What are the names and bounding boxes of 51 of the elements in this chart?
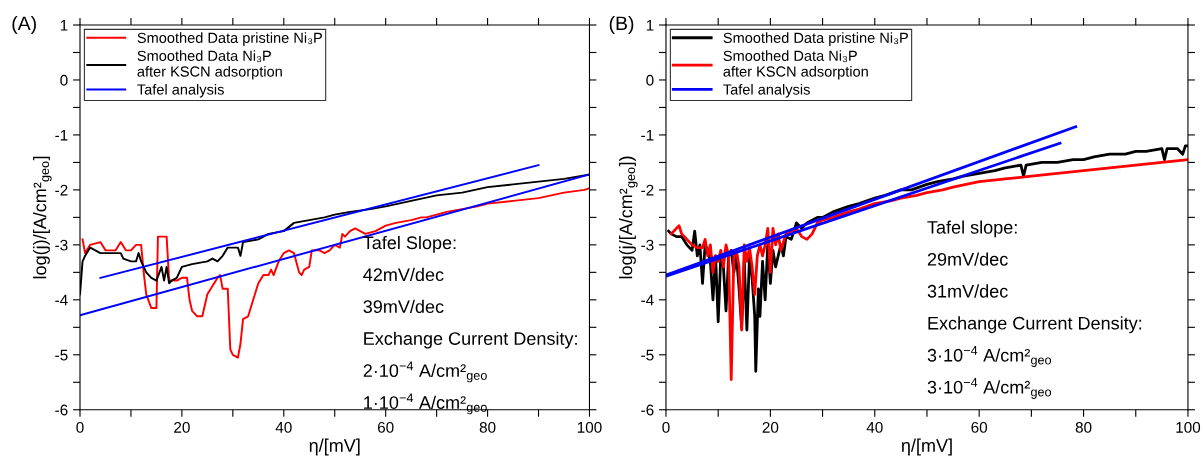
y-tick-label: -3 bbox=[55, 239, 68, 251]
annotation: Exchange Current Density: bbox=[928, 316, 1142, 334]
x-tick-label: 80 bbox=[1075, 421, 1092, 433]
y-tick-label: -2 bbox=[641, 184, 654, 196]
y-tick-label: -1 bbox=[641, 129, 654, 141]
y-tick-label: -6 bbox=[55, 404, 68, 416]
chart-title: (B) bbox=[609, 15, 634, 35]
legend-label: Smoothed Data pristine Ni₃P bbox=[137, 32, 322, 46]
legend-label: Tafel analysis bbox=[137, 83, 224, 98]
legend-label: Smoothed Data Ni₃P after KSCN adsorption bbox=[723, 50, 868, 80]
annotation: 3·10$^{−4}$ A/cm²$_{geo}$ bbox=[927, 378, 1052, 399]
x-tick-label: 20 bbox=[762, 421, 779, 433]
x-axis-title: η/[mV] bbox=[309, 438, 360, 456]
legend-label: Tafel analysis bbox=[723, 83, 810, 98]
legend-label: Smoothed Data pristine Ni₃P bbox=[723, 32, 908, 46]
annotation: 31mV/dec bbox=[927, 284, 1008, 298]
y-tick-label: 1 bbox=[60, 20, 68, 31]
y-tick-label: 1 bbox=[646, 20, 654, 31]
y-tick-label: -4 bbox=[55, 294, 68, 306]
annotation: Tafel Slope: bbox=[363, 235, 456, 253]
y-axis-title: log(j/[A/cm²$_{geo}$]) bbox=[619, 156, 638, 279]
annotation: 39mV/dec bbox=[363, 299, 444, 314]
annotation: 42mV/dec bbox=[363, 267, 444, 282]
annotation: Tafel slope: bbox=[927, 220, 1017, 238]
annotation: 3·10$^{−4}$ A/cm²$_{geo}$ bbox=[927, 346, 1052, 367]
annotation: Exchange Current Density: bbox=[364, 331, 577, 349]
legend-label: Smoothed Data Ni₃P after KSCN adsorption bbox=[137, 50, 282, 80]
x-tick-label: 40 bbox=[866, 421, 883, 433]
x-tick-label: 60 bbox=[377, 421, 394, 433]
y-tick-label: -5 bbox=[641, 349, 654, 361]
x-tick-label: 80 bbox=[479, 421, 496, 433]
x-tick-label: 20 bbox=[174, 421, 190, 433]
annotation: 29mV/dec bbox=[927, 252, 1008, 266]
x-tick-label: 100 bbox=[1176, 421, 1201, 433]
y-tick-label: -6 bbox=[641, 404, 654, 416]
x-tick-label: 60 bbox=[971, 421, 988, 433]
x-tick-label: 100 bbox=[577, 421, 602, 433]
y-tick-label: -1 bbox=[55, 129, 68, 141]
chart-title: (A) bbox=[12, 15, 36, 35]
annotation: 2·10$^{−4}$ A/cm²$_{geo}$ bbox=[363, 361, 487, 383]
y-tick-label: -4 bbox=[641, 294, 654, 306]
x-tick-label: 40 bbox=[275, 421, 292, 433]
x-axis-title: η/[mV] bbox=[901, 438, 952, 456]
x-tick-label: 0 bbox=[76, 421, 84, 433]
y-tick-label: -2 bbox=[55, 184, 68, 196]
y-tick-label: -5 bbox=[55, 349, 68, 361]
y-tick-label: 0 bbox=[60, 74, 68, 86]
x-tick-label: 0 bbox=[662, 421, 670, 433]
y-tick-label: -3 bbox=[641, 239, 654, 251]
y-axis-title: log(j)/[A/cm²$_{geo}$] bbox=[33, 156, 52, 279]
y-tick-label: 0 bbox=[646, 74, 654, 86]
